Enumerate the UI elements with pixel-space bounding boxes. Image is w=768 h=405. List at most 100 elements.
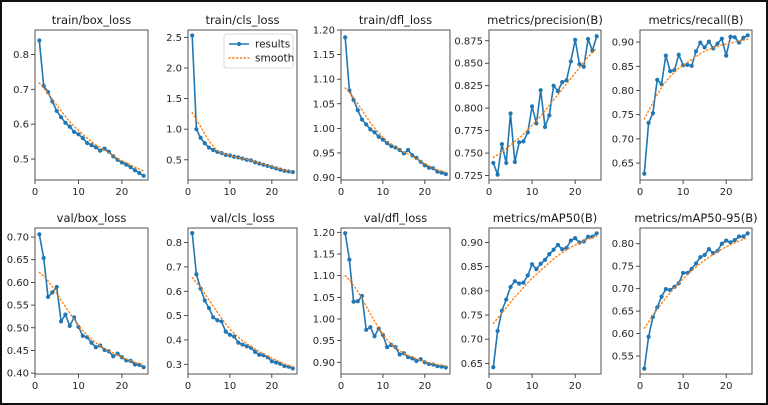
y-tick-label: 0.70: [461, 335, 483, 346]
x-tick-label: 20: [265, 381, 278, 392]
legend-label: results: [255, 39, 290, 51]
y-tick-label: 0.80: [461, 286, 483, 297]
y-tick-label: 0.95: [313, 148, 335, 159]
y-tick-label: 0.70: [612, 284, 634, 295]
y-tick-label: 0.70: [7, 233, 29, 244]
subplot-val-dfl-loss: val/dfl_loss 0 10 20 0.90 0.95 1.00 1.05 1.10 1.1…: [313, 211, 451, 392]
x-tick-label: 0: [32, 381, 38, 392]
subplot-metrics-map50-95-b-: metrics/mAP50-95(B) 0 10 20 0.55 0.60 0.65 0.70…: [612, 211, 758, 392]
plot-area: [488, 227, 602, 375]
y-tick-label: 0.6: [166, 287, 182, 298]
y-tick-label: 0.8: [166, 238, 182, 249]
x-tick-label: 20: [720, 187, 733, 198]
y-tick-label: 0.55: [7, 301, 29, 312]
y-tick-label: 0.4: [166, 335, 182, 346]
x-tick-label: 20: [418, 381, 431, 392]
y-tick-label: 1.15: [313, 50, 335, 61]
subplot-train-cls-loss: train/cls_loss 0 10 20 0.5 1.0 1.5 2.0 2.5 result…: [166, 13, 298, 198]
y-tick-label: 0.825: [454, 81, 483, 92]
plot-area: [340, 29, 451, 181]
x-tick-label: 20: [116, 187, 129, 198]
y-tick-label: 1.20: [313, 228, 335, 239]
y-tick-label: 1.05: [313, 99, 335, 110]
y-tick-label: 1.20: [313, 26, 335, 37]
subplot-metrics-precision-b-: metrics/precision(B) 0 10 20 0.725 0.750 0.775…: [454, 13, 602, 198]
y-tick-label: 0.3: [166, 360, 182, 371]
y-tick-label: 1.10: [313, 75, 335, 86]
y-tick-label: 0.75: [612, 110, 634, 121]
subplot-title: train/dfl_loss: [359, 13, 432, 27]
smooth-line: [38, 82, 145, 172]
x-tick-label: 10: [677, 381, 690, 392]
y-tick-label: 2.0: [166, 63, 182, 74]
x-tick-label: 10: [526, 187, 539, 198]
results-line: [191, 233, 294, 370]
y-tick-label: 0.80: [612, 239, 634, 250]
y-tick-label: 0.90: [461, 238, 483, 249]
y-tick-label: 0.800: [454, 104, 483, 115]
results-line: [492, 36, 598, 176]
subplot-train-dfl-loss: train/dfl_loss 0 10 20 0.90 0.95 1.00 1.05 1.10 1…: [313, 13, 451, 198]
y-tick-label: 0.90: [612, 38, 634, 49]
x-tick-label: 10: [72, 381, 85, 392]
x-tick-label: 20: [569, 187, 582, 198]
plot-area: [639, 29, 753, 181]
legend-label: smooth: [255, 53, 294, 65]
y-tick-label: 0.90: [313, 173, 335, 184]
y-tick-label: 1.15: [313, 249, 335, 260]
smooth-line: [191, 111, 294, 173]
y-tick-label: 0.725: [454, 171, 483, 182]
y-tick-label: 1.0: [166, 125, 182, 136]
x-tick-label: 10: [526, 381, 539, 392]
y-tick-label: 0.75: [612, 262, 634, 273]
x-tick-label: 20: [265, 187, 278, 198]
smooth-line: [38, 271, 145, 366]
results-line: [492, 232, 598, 368]
x-tick-label: 10: [224, 187, 237, 198]
x-tick-label: 0: [486, 187, 492, 198]
results-line: [38, 40, 145, 177]
y-tick-label: 0.65: [612, 307, 634, 318]
subplot-title: val/dfl_loss: [364, 211, 427, 225]
subplot-train-box-loss: train/box_loss 0 10 20 0.5 0.6 0.7 0.8: [13, 13, 149, 198]
smooth-line: [492, 47, 598, 159]
x-tick-label: 10: [377, 381, 390, 392]
smooth-line: [643, 236, 749, 329]
x-tick-label: 0: [185, 381, 191, 392]
x-tick-label: 20: [569, 381, 582, 392]
plot-area: [34, 227, 149, 375]
y-tick-label: 0.60: [7, 278, 29, 289]
subplot-title: train/box_loss: [52, 13, 131, 27]
y-tick-label: 1.00: [313, 314, 335, 325]
x-tick-label: 0: [338, 381, 344, 392]
y-tick-label: 2.5: [166, 33, 182, 44]
y-tick-label: 0.85: [612, 62, 634, 73]
results-line: [344, 37, 447, 175]
y-tick-label: 0.5: [166, 311, 182, 322]
subplot-metrics-map50-b-: metrics/mAP50(B) 0 10 20 0.65 0.70 0.75 0.80 0.8…: [461, 211, 602, 392]
y-tick-label: 0.90: [313, 358, 335, 369]
subplot-title: metrics/mAP50-95(B): [634, 211, 757, 225]
y-tick-label: 1.00: [313, 124, 335, 135]
x-tick-label: 10: [224, 381, 237, 392]
x-tick-label: 10: [72, 187, 85, 198]
smooth-line: [344, 275, 447, 367]
plot-area: [34, 29, 149, 181]
y-tick-label: 0.65: [461, 359, 483, 370]
results-line: [643, 34, 749, 174]
subplot-val-box-loss: val/box_loss 0 10 20 0.40 0.45 0.50 0.55 0.60 0.6…: [7, 211, 149, 392]
plot-area: [639, 227, 753, 375]
y-tick-label: 0.50: [7, 323, 29, 334]
x-tick-label: 20: [116, 381, 129, 392]
y-tick-label: 0.40: [7, 369, 29, 380]
y-tick-label: 0.5: [166, 155, 182, 166]
plot-area: [187, 29, 298, 181]
y-tick-label: 0.80: [612, 86, 634, 97]
legend: results smooth: [223, 33, 294, 69]
y-tick-label: 0.7: [166, 262, 182, 273]
y-tick-label: 0.95: [313, 336, 335, 347]
subplot-title: metrics/recall(B): [648, 13, 743, 27]
y-tick-label: 1.5: [166, 94, 182, 105]
subplot-title: metrics/mAP50(B): [493, 211, 597, 225]
